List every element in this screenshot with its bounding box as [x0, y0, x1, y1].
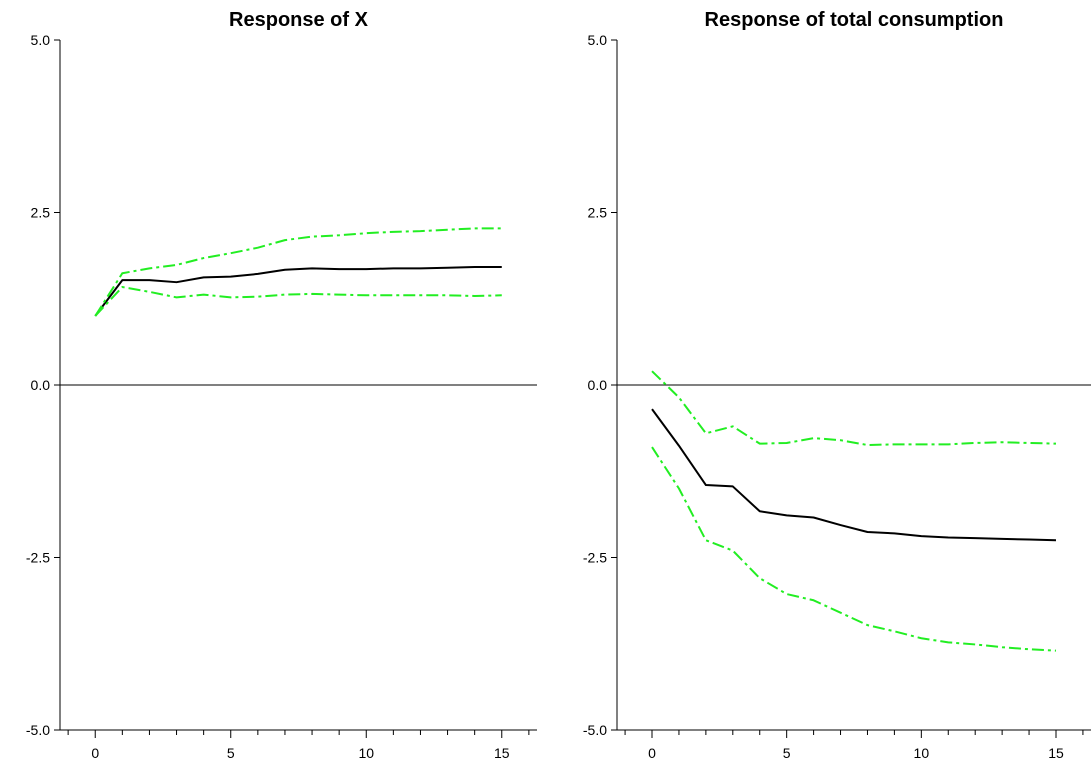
chart-title: Response of total consumption — [705, 9, 1004, 31]
series-line-lower-band — [94, 286, 502, 317]
y-tick-label: -2.5 — [26, 550, 50, 566]
chart-title: Response of X — [229, 9, 369, 31]
x-tick-label: 10 — [358, 745, 374, 761]
y-tick-label: 2.5 — [588, 205, 608, 221]
series-line-upper-band — [651, 370, 1057, 447]
y-tick-label: 0.0 — [31, 377, 51, 393]
panel-response-of-total-consumption: Response of total consumption -5.0 -2.5 0.0… — [583, 9, 1091, 761]
y-tick-label: 5.0 — [588, 32, 608, 48]
x-tick-label: 0 — [91, 745, 99, 761]
x-tick-label: 15 — [494, 745, 510, 761]
y-tick-label: 5.0 — [31, 32, 51, 48]
y-tick-label: 2.5 — [31, 205, 51, 221]
series-line-response — [94, 266, 502, 317]
y-tick-label: -5.0 — [583, 722, 607, 738]
y-tick-label: -5.0 — [26, 722, 50, 738]
panel-response-of-x: Response of X -5.0 -2.5 0.0 2.5 5.0 0 5 10 15 — [26, 9, 537, 761]
x-tick-label: 0 — [648, 745, 656, 761]
series-line-lower-band — [651, 446, 1057, 652]
x-tick-label: 10 — [914, 745, 930, 761]
x-tick-label: 5 — [783, 745, 791, 761]
x-tick-label: 5 — [227, 745, 235, 761]
x-tick-label: 15 — [1048, 745, 1064, 761]
series-line-upper-band — [94, 227, 502, 317]
y-tick-label: -2.5 — [583, 550, 607, 566]
y-tick-label: 0.0 — [588, 377, 608, 393]
series-line-response — [651, 408, 1057, 542]
